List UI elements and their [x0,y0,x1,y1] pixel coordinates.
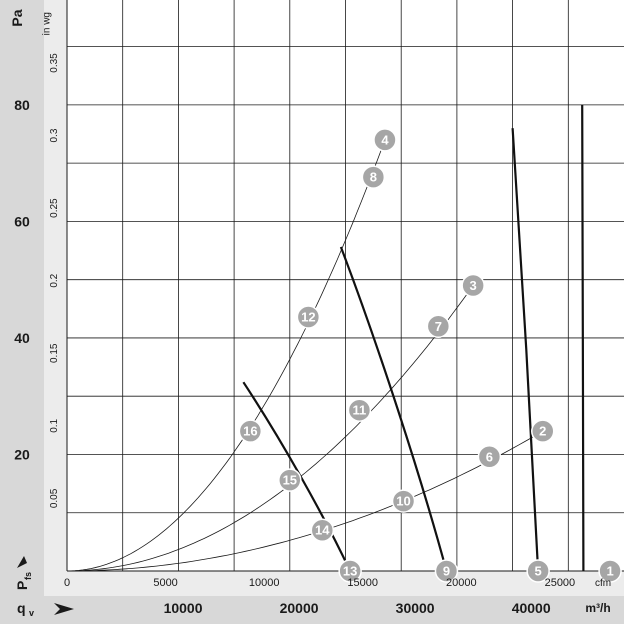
pfs-label-sub: fs [23,572,33,580]
grid [66,0,624,572]
marker-label: 13 [343,564,357,579]
bottom-axis-band [0,596,624,624]
marker-label: 2 [539,424,546,439]
left-axis-ticks: 20 40 60 80 [14,97,30,463]
in-wg-tick-label: 0.35 [49,53,60,73]
m3h-unit-label: m³/h [585,601,610,615]
qv-arrow-icon [54,603,74,615]
marker-label: 1 [606,564,613,579]
pfs-axis-label: P fs [14,572,33,590]
cfm-unit-label: cfm [595,578,611,589]
m3h-tick-label: 40000 [512,600,551,616]
cfm-axis-ticks: 0 5000 10000 15000 20000 25000 [64,577,575,589]
cfm-tick-label: 0 [64,577,70,589]
qv-label-main: q [17,600,26,616]
bottom-axis-ticks: 10000 20000 30000 40000 [164,600,551,616]
pfs-arrow-icon [17,556,27,568]
system-curve [67,285,474,572]
marker-circle [461,273,485,298]
operating-point-marker: 2 [531,419,555,443]
marker-circle [310,518,335,542]
in-wg-tick-label: 0.1 [49,418,60,432]
m3h-tick-label: 30000 [396,600,435,616]
marker-label: 11 [353,403,367,418]
curves [66,104,585,572]
marker-circle [238,419,263,443]
marker-label: 8 [370,170,377,185]
operating-point-marker: 1 [598,559,622,583]
marker-circle [434,559,459,583]
marker-label: 10 [396,494,410,509]
marker-label: 4 [381,132,389,147]
in-wg-axis-ticks: 0.05 0.1 0.15 0.2 0.25 0.3 0.35 [49,53,60,508]
marker-circle [347,398,372,422]
in-wg-tick-label: 0.2 [49,273,60,287]
operating-point-marker: 11 [347,398,372,422]
cfm-tick-label: 25000 [545,577,576,589]
pa-tick-label: 40 [14,330,30,346]
pfs-label-main: P [14,581,30,590]
fan-curve [581,104,585,572]
cfm-tick-label: 15000 [347,577,378,589]
system-curve [66,139,386,572]
marker-label: 5 [535,564,542,579]
operating-point-marker: 4 [373,128,397,152]
marker-circle [531,419,555,443]
operating-point-marker: 12 [296,305,321,329]
operating-point-marker: 9 [434,559,459,583]
operating-point-marker: 15 [278,468,302,492]
operating-point-marker: 8 [361,165,386,189]
marker-circle [296,305,321,329]
marker-circle [338,559,362,583]
marker-circle [391,489,416,513]
pa-unit-label: Pa [9,9,25,26]
marker-circle [426,314,451,339]
operating-point-marker: 13 [338,559,362,583]
marker-label: 9 [443,564,450,579]
pa-tick-label: 80 [14,97,30,113]
left-axis-band [0,0,44,596]
marker-label: 12 [301,309,315,324]
marker-circle [598,559,622,583]
fan-curve [511,128,540,572]
pa-tick-label: 20 [14,446,30,462]
marker-circle [373,128,397,152]
pa-tick-label: 60 [14,213,30,229]
in-wg-tick-label: 0.05 [49,488,60,508]
operating-point-marker: 5 [526,559,550,583]
cfm-tick-label: 20000 [446,577,477,589]
system-curve [67,430,543,572]
qv-label-sub: v [29,608,34,618]
operating-point-marker: 7 [426,314,451,339]
m3h-tick-label: 20000 [280,600,319,616]
marker-label: 6 [486,449,493,464]
operating-point-marker: 14 [310,518,335,542]
marker-label: 3 [470,278,477,293]
marker-label: 14 [315,523,330,538]
marker-label: 15 [283,473,297,488]
fan-curve [339,246,448,572]
marker-circle [526,559,550,583]
marker-circle [477,445,502,469]
in-wg-tick-label: 0.15 [49,343,60,363]
in-wg-tick-label: 0.25 [49,198,60,218]
in-wg-unit-label: in wg [42,12,53,35]
operating-point-marker: 6 [477,445,502,469]
marker-circle [278,468,302,492]
cfm-tick-label: 5000 [153,577,177,589]
operating-point-marker: 16 [238,419,263,443]
in-wg-tick-label: 0.3 [49,128,60,142]
operating-point-marker: 3 [461,273,485,298]
marker-label: 7 [435,319,442,334]
m3h-tick-label: 10000 [164,600,203,616]
operating-point-marker: 10 [391,489,416,513]
marker-circle [361,165,386,189]
cfm-tick-label: 10000 [249,577,280,589]
marker-label: 16 [243,424,257,439]
